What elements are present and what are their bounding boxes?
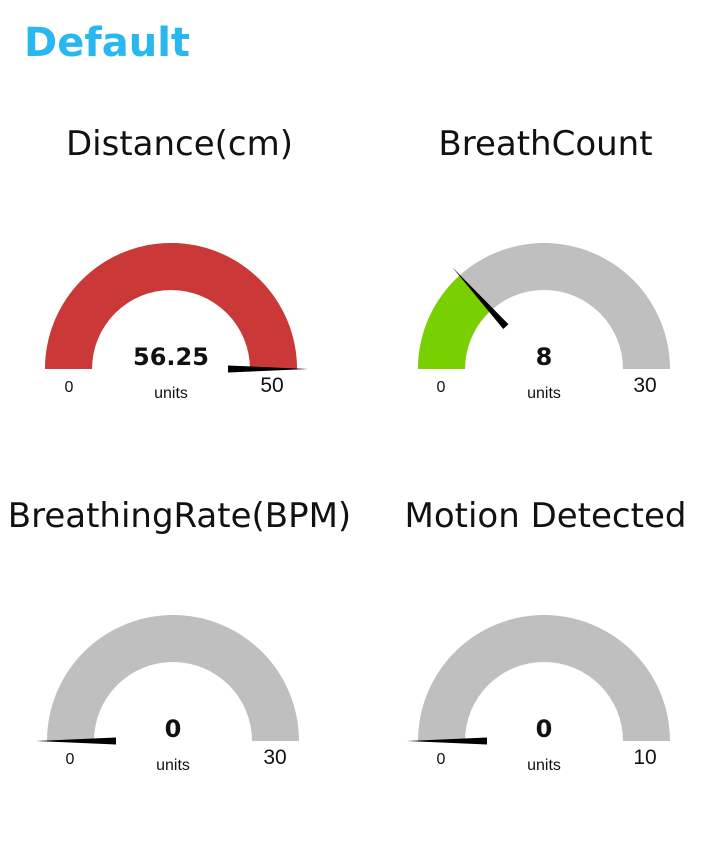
gauge-value: 0 <box>165 715 182 743</box>
gauge-distance: Distance(cm) 56.25 units 0 50 <box>0 122 359 477</box>
gauge-max-label: 30 <box>263 746 286 769</box>
gauge-title: Distance(cm) <box>65 124 293 164</box>
gauge-min-label: 0 <box>437 751 446 768</box>
gauge-needle <box>407 737 487 745</box>
gauge-min-label: 0 <box>66 751 75 768</box>
gauge-chart: 0 units 0 10 <box>407 615 670 774</box>
gauge-track <box>418 615 670 741</box>
gauge-breathing-rate: BreathingRate(BPM) 0 units 0 30 <box>0 494 359 849</box>
gauge-title: BreathCount <box>438 124 653 164</box>
gauge-max-label: 30 <box>633 374 656 397</box>
gauge-units: units <box>527 757 561 774</box>
gauge-needle <box>36 737 116 745</box>
gauge-units: units <box>154 385 188 402</box>
page-title: Default <box>24 20 191 66</box>
gauge-chart: 56.25 units 0 50 <box>45 243 308 402</box>
gauge-min-label: 0 <box>437 379 446 396</box>
gauge-track <box>47 615 299 741</box>
gauge-chart: 0 units 0 30 <box>36 615 299 774</box>
gauge-fill <box>45 243 297 369</box>
gauge-title: BreathingRate(BPM) <box>7 496 352 536</box>
gauge-units: units <box>156 757 190 774</box>
gauge-value: 0 <box>536 715 553 743</box>
gauge-min-label: 0 <box>65 379 74 396</box>
gauge-needle <box>228 365 308 373</box>
gauge-title: Motion Detected <box>404 496 687 536</box>
gauge-track <box>418 243 670 369</box>
gauge-needle <box>452 267 509 329</box>
gauge-value: 8 <box>536 343 553 371</box>
gauge-breathcount: BreathCount 8 units 0 30 <box>366 122 718 477</box>
gauge-units: units <box>527 385 561 402</box>
gauge-max-label: 50 <box>260 374 283 397</box>
gauge-motion-detected: Motion Detected 0 units 0 10 <box>366 494 718 849</box>
gauge-max-label: 10 <box>633 746 656 769</box>
gauge-fill <box>418 275 492 369</box>
gauge-chart: 8 units 0 30 <box>418 243 670 402</box>
gauge-value: 56.25 <box>133 343 209 371</box>
